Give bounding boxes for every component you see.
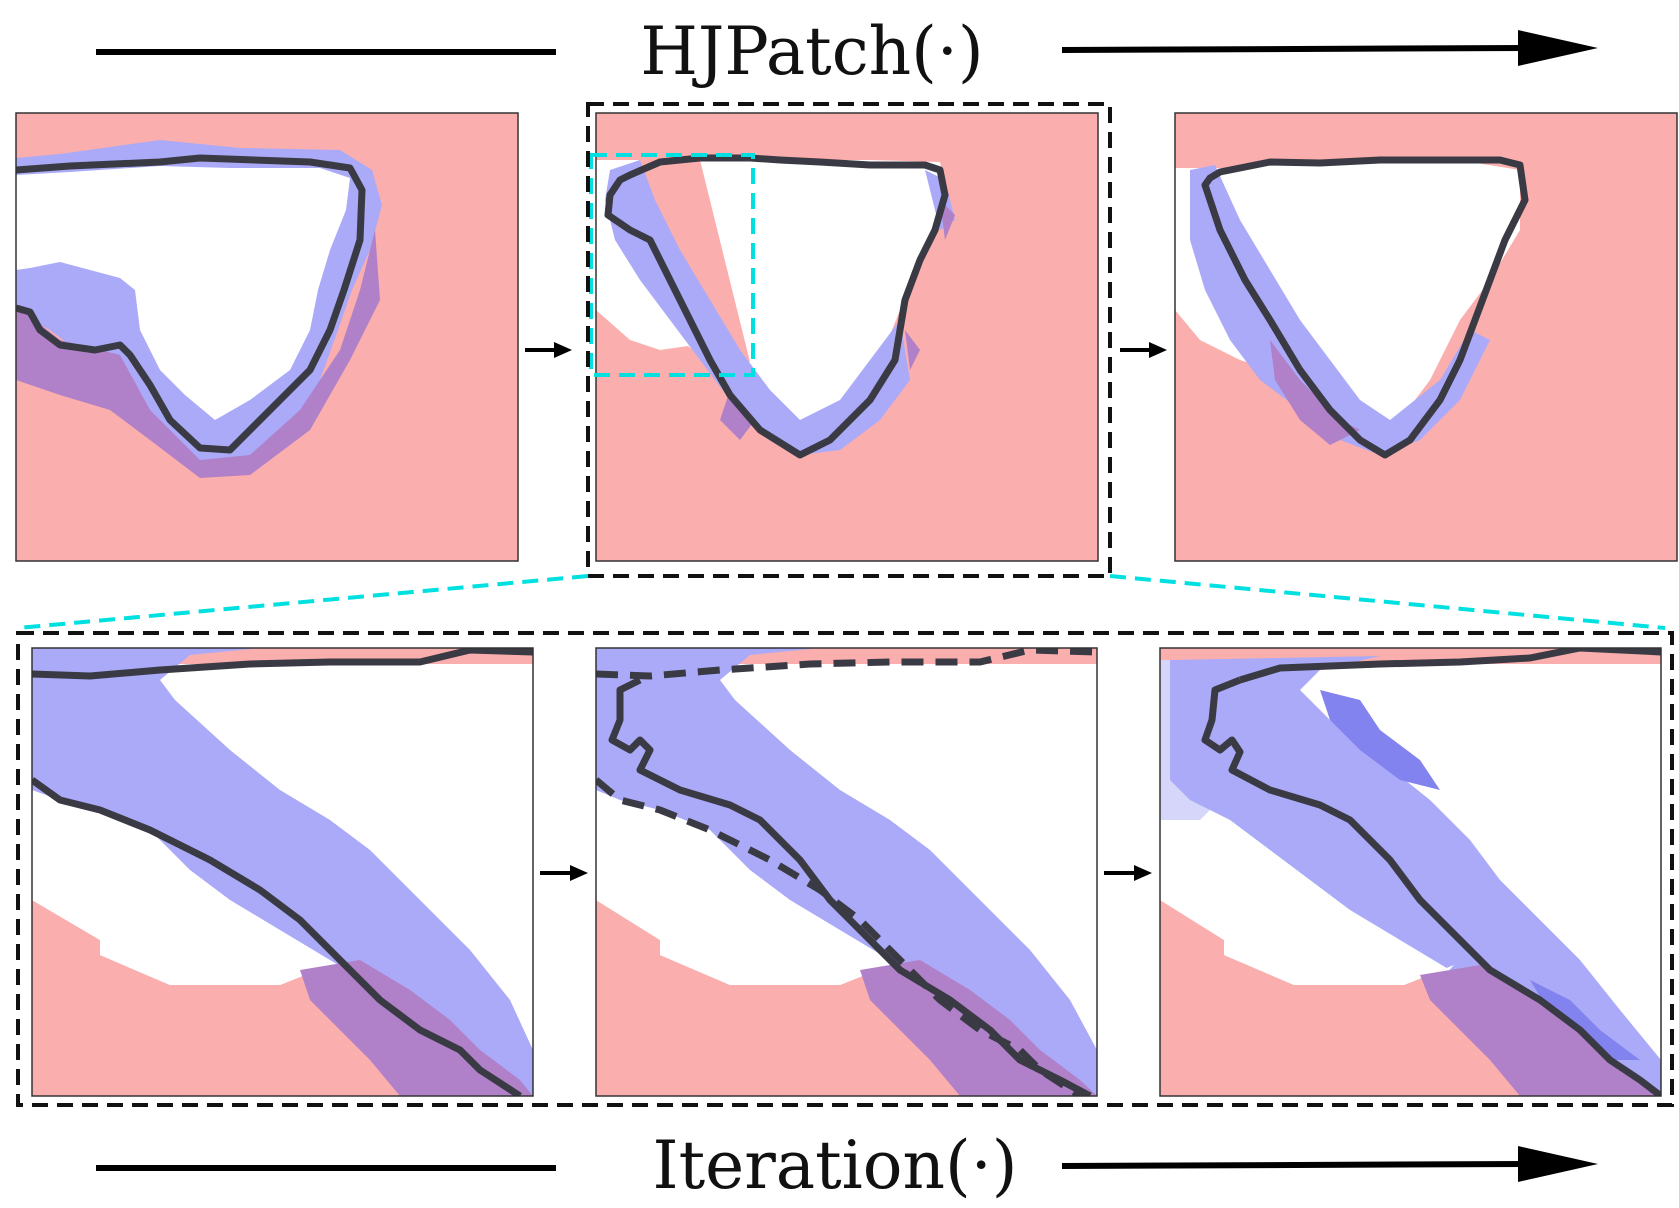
panel-1-contour: [16, 154, 366, 454]
panel-3-band: [1190, 165, 1490, 455]
iteration-panel-3: [1159, 647, 1662, 1097]
bottom-label: Iteration(·): [653, 1127, 1018, 1204]
right-arrow-icon: [1104, 865, 1152, 881]
iteration-frame: [16, 631, 1674, 1107]
zoom-2-band: [596, 648, 1097, 1096]
zoom-box: [589, 153, 755, 377]
bottom-right-arrow-icon: [1061, 1146, 1598, 1182]
iteration-panel-2: [595, 647, 1098, 1097]
zoom-1-white-left: [32, 820, 330, 985]
zoom-1-band: [32, 648, 533, 1096]
panel-3-frame: [1174, 112, 1678, 562]
right-arrow-icon: [525, 342, 572, 358]
zoom-2-background-region: [596, 648, 1097, 1096]
panel-3-white-region: [1175, 162, 1520, 440]
top-right-arrow-icon: [1061, 30, 1598, 66]
selected-panel-frame: [586, 102, 1112, 578]
zoom-connectors: [17, 574, 1666, 630]
zoom-3-white-left: [1160, 830, 1454, 985]
hjpatch-panel-1: [15, 112, 519, 562]
hjpatch-panel-3: [1174, 112, 1678, 562]
right-arrow-icon: [540, 865, 588, 881]
zoom-2-contour-current: [608, 676, 1092, 1096]
zoom-2-contour-dashed-main: [596, 777, 1082, 1096]
zoom-1-background-region: [32, 648, 533, 1096]
zoom-3-band-dark: [1320, 690, 1640, 1060]
zoom-1-contour-main: [32, 777, 522, 1096]
zoom-2-contour-dashed-top: [596, 648, 1097, 680]
panel-2-contour: [604, 154, 949, 459]
zoom-1-contour-top: [32, 648, 533, 680]
panel-2-frame: [595, 112, 1099, 562]
panel-1-frame: [15, 112, 519, 562]
right-arrow-icon: [1120, 342, 1167, 358]
zoom-2-white-left: [596, 820, 890, 985]
top-header: HJPatch(·): [96, 13, 1598, 90]
zoom-3-overlap: [1420, 965, 1661, 1096]
iteration-panel-1: [31, 647, 534, 1097]
zoom-3-contour-top: [1238, 648, 1661, 684]
bottom-header: Iteration(·): [96, 1127, 1598, 1204]
hjpatch-panel-2: [586, 102, 1112, 578]
panel-1-overlap: [16, 230, 380, 478]
zoom-3-contour: [1201, 676, 1661, 1096]
top-label: HJPatch(·): [640, 13, 983, 90]
panel-3-contour: [1201, 156, 1529, 459]
panel-1-white-region: [16, 166, 350, 420]
zoom-3-background-region: [1160, 648, 1661, 1096]
right-arrow-icon: [1518, 1146, 1598, 1182]
panel-2-band: [605, 160, 910, 455]
